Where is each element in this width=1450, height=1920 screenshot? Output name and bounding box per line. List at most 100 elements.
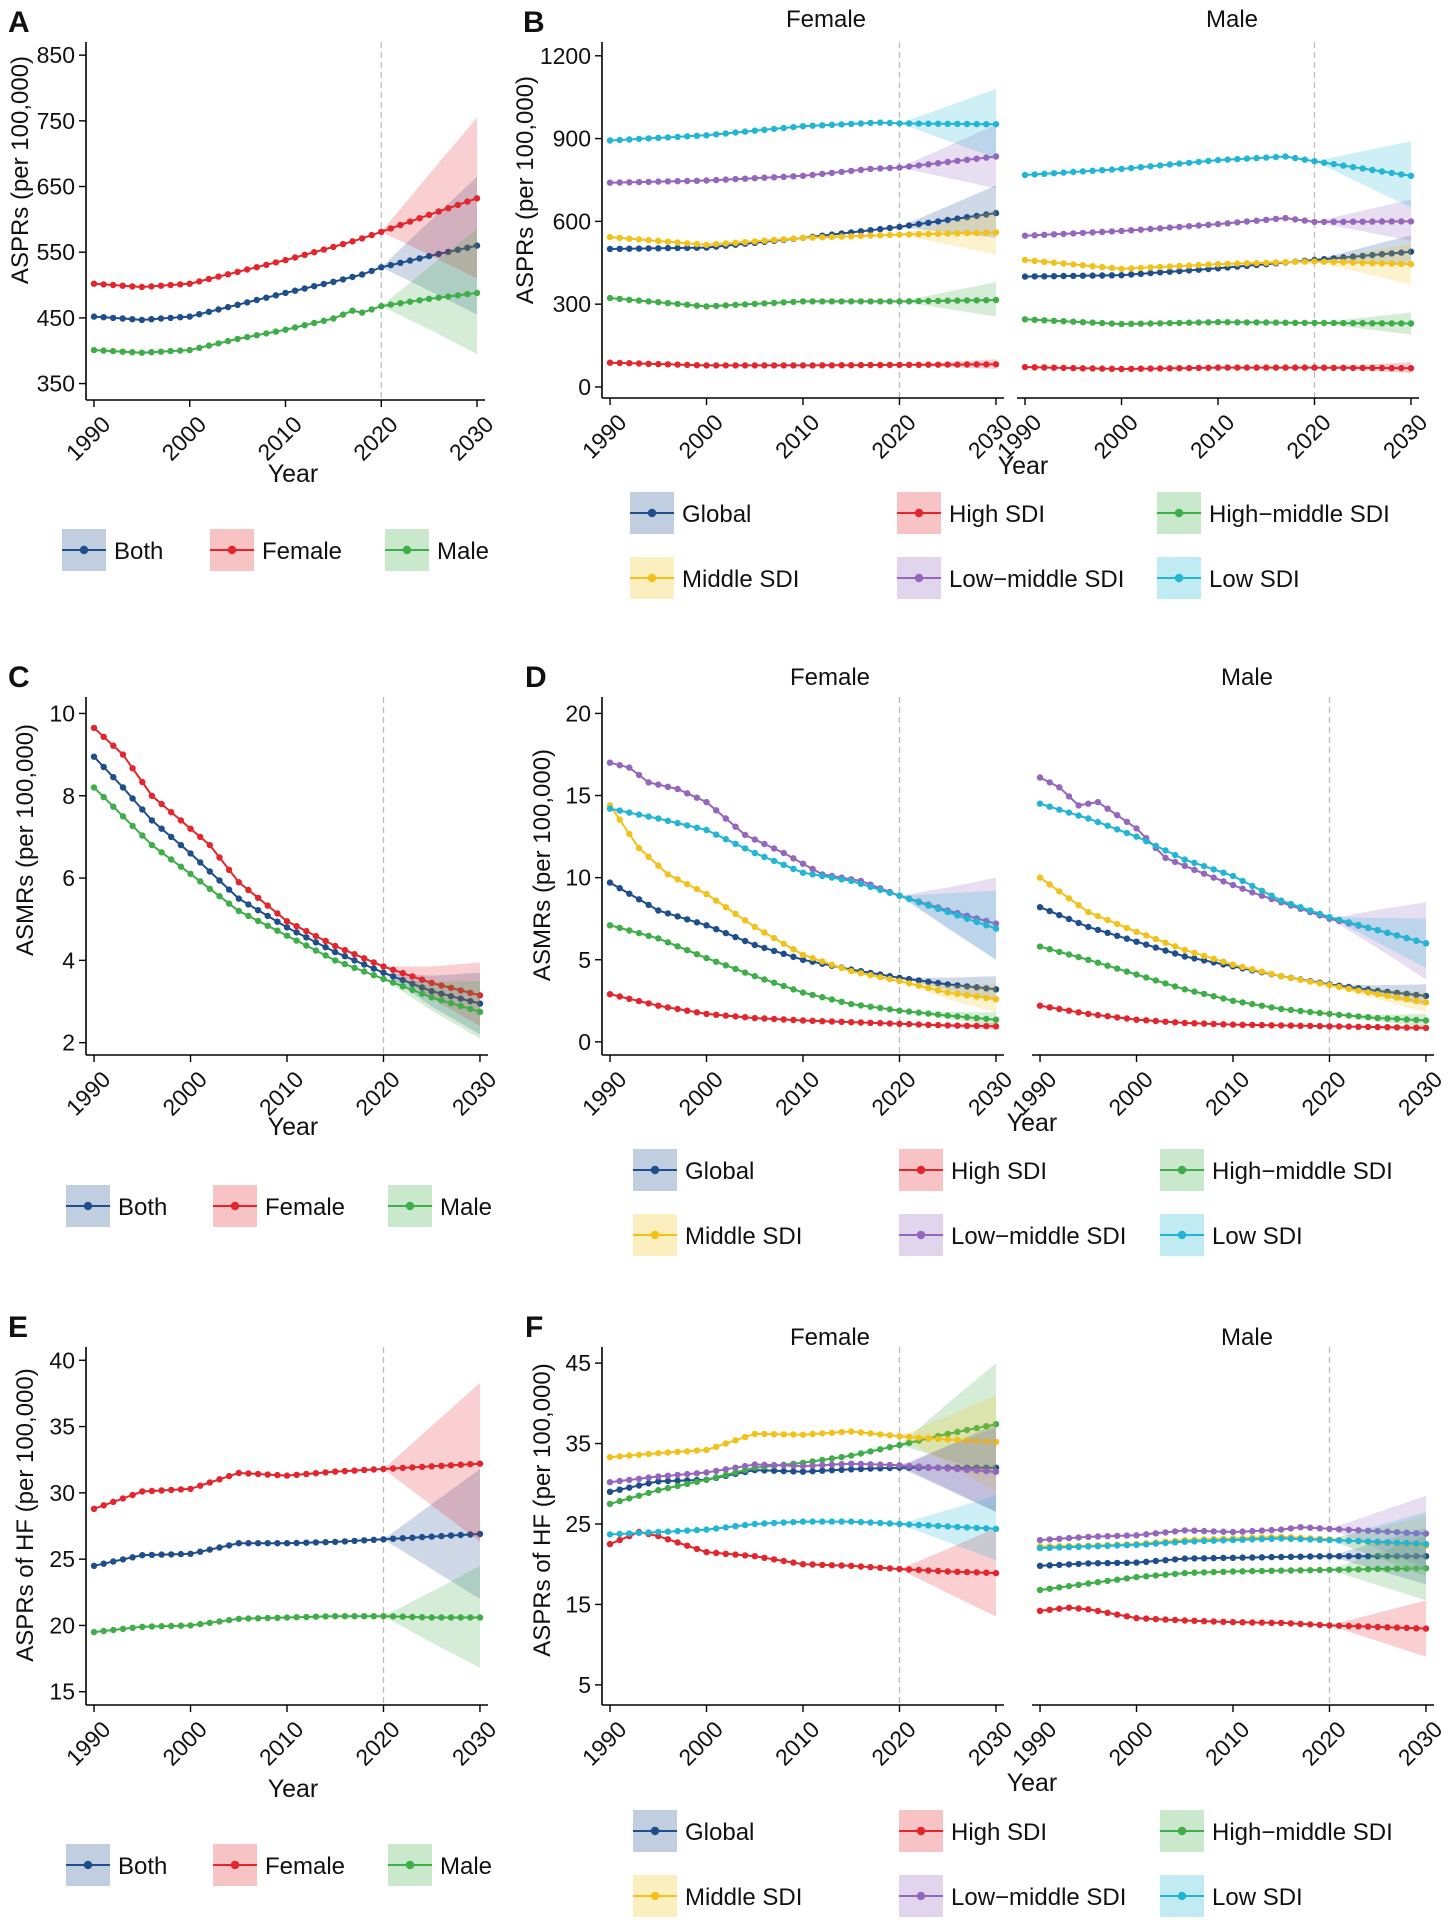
low-sdi-point <box>1316 1536 1324 1544</box>
both-point <box>454 246 462 253</box>
y-tick-label: 35 <box>565 1431 591 1457</box>
middle-sdi-point <box>1388 260 1395 267</box>
low-sdi-point <box>1075 812 1082 819</box>
male-point <box>464 290 471 298</box>
high-middle-sdi-point <box>1094 959 1102 966</box>
high-sdi-point <box>1407 365 1415 372</box>
both-point <box>283 1540 291 1547</box>
low-sdi-point <box>886 889 893 896</box>
high-sdi-point <box>1070 364 1077 372</box>
low-middle-sdi-point <box>857 166 865 174</box>
both-point <box>206 1546 213 1553</box>
high-middle-sdi-point <box>741 301 749 308</box>
global-point <box>1075 919 1082 927</box>
middle-sdi-point <box>896 231 903 238</box>
middle-sdi-point <box>1243 260 1251 267</box>
global-point <box>1335 1553 1343 1560</box>
female-point <box>158 1487 165 1494</box>
low-middle-sdi-point <box>684 790 691 797</box>
low-sdi-point <box>905 1521 913 1528</box>
male-point <box>330 315 337 322</box>
low-middle-sdi-point <box>877 1461 884 1468</box>
high-sdi-point <box>674 361 681 368</box>
low-sdi-point <box>790 123 797 131</box>
legend-item-global: Global <box>633 1149 754 1191</box>
low-sdi-point <box>703 826 710 834</box>
both-point <box>177 841 185 849</box>
global-point <box>1191 955 1198 962</box>
high-sdi-point <box>886 1020 893 1027</box>
legend: Both Female Male <box>66 1185 492 1227</box>
middle-sdi-point <box>693 240 701 248</box>
male-point <box>90 1628 98 1636</box>
high-middle-sdi-point <box>1210 1568 1217 1576</box>
low-middle-sdi-point <box>1320 218 1328 226</box>
middle-sdi-point <box>915 231 922 238</box>
high-sdi-point <box>790 362 797 369</box>
low-sdi-point <box>1287 1535 1295 1543</box>
low-sdi-point <box>751 127 758 134</box>
high-sdi-point <box>713 362 720 369</box>
high-sdi-point <box>1297 1022 1304 1029</box>
panel-letter: E <box>8 1311 28 1344</box>
male-point <box>177 863 185 870</box>
low-sdi-point <box>838 876 845 883</box>
high-middle-sdi-point <box>635 1492 643 1499</box>
both-point <box>254 1540 262 1547</box>
low-middle-sdi-point <box>1041 231 1048 238</box>
low-middle-sdi-point <box>886 1461 893 1469</box>
high-sdi-point <box>877 1019 884 1027</box>
male-point <box>447 1614 455 1621</box>
male-point <box>349 307 356 314</box>
high-middle-sdi-point <box>780 982 787 990</box>
high-sdi-point <box>606 991 614 998</box>
global-point <box>857 1465 865 1473</box>
high-middle-sdi-point <box>664 299 672 307</box>
low-sdi-point <box>1085 815 1092 822</box>
female-point <box>332 1468 339 1475</box>
low-sdi-point <box>1355 921 1362 929</box>
global-point <box>1297 1553 1304 1560</box>
female-point <box>341 946 349 954</box>
middle-sdi-point <box>1118 265 1125 272</box>
low-middle-sdi-point <box>790 173 797 180</box>
both-point <box>445 248 452 256</box>
high-middle-sdi-point <box>1220 995 1227 1002</box>
female-point <box>253 264 260 271</box>
both-point <box>139 806 146 813</box>
panel-letter: B <box>523 6 545 39</box>
high-middle-sdi-point <box>1316 1009 1324 1017</box>
low-sdi-point <box>635 135 643 143</box>
high-middle-sdi-point <box>1114 965 1121 972</box>
high-sdi-point <box>983 1022 990 1030</box>
high-middle-sdi-point <box>1224 319 1231 326</box>
global-point <box>1384 1553 1391 1560</box>
middle-sdi-key-point <box>650 1891 660 1901</box>
global-point <box>963 983 971 990</box>
female-point <box>457 1461 464 1468</box>
high-sdi-point <box>1085 1606 1092 1613</box>
middle-sdi-point <box>722 1440 729 1447</box>
male-point <box>361 968 368 975</box>
legend-item-low-middle-sdi: Low−middle SDI <box>899 1875 1126 1917</box>
legend-label: Global <box>682 501 751 528</box>
global-point <box>1162 1557 1169 1564</box>
global-point <box>1104 929 1111 936</box>
female-point <box>167 281 174 289</box>
both-point <box>216 877 223 884</box>
male-point <box>186 346 193 354</box>
middle-sdi-point <box>616 234 623 242</box>
high-sdi-point <box>1143 1615 1150 1622</box>
male-point <box>351 964 358 971</box>
low-sdi-point <box>1239 1536 1246 1544</box>
middle-sdi-point <box>983 229 990 236</box>
middle-sdi-point <box>1166 263 1174 270</box>
global-point <box>1085 923 1092 931</box>
female-point <box>197 833 204 841</box>
middle-sdi-point <box>1297 976 1304 983</box>
low-middle-sdi-point <box>703 798 710 806</box>
legend-label: Global <box>685 1819 754 1846</box>
male-point <box>90 784 98 791</box>
low-middle-sdi-point <box>780 849 787 857</box>
